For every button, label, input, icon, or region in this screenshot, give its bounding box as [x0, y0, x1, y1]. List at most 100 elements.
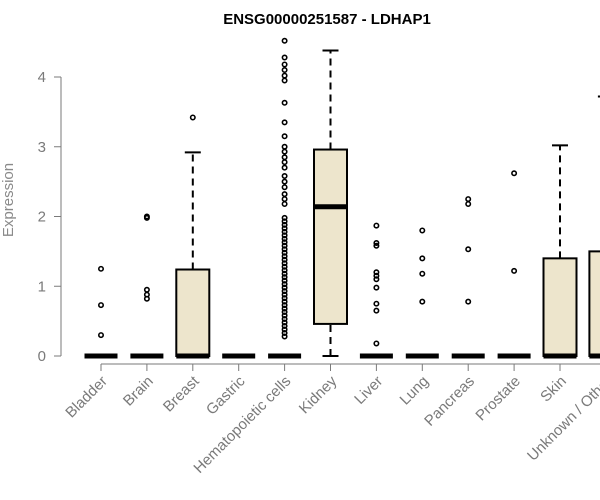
- outlier-point: [281, 133, 288, 140]
- x-tick-label: Bladder: [62, 373, 111, 422]
- x-tick-label: Lung: [397, 373, 433, 409]
- outlier-point: [373, 240, 380, 247]
- outlier-point: [281, 221, 288, 228]
- outlier-point: [281, 54, 288, 61]
- y-axis-title: Expression: [0, 163, 17, 237]
- box-bladder: [84, 265, 118, 359]
- outlier-point: [281, 218, 288, 225]
- outlier-point: [281, 256, 288, 263]
- outlier-point: [373, 340, 380, 347]
- outlier-point: [281, 274, 288, 281]
- outlier-point: [281, 67, 288, 74]
- y-tick-label: 4: [38, 69, 46, 86]
- x-tick-label: Skin: [537, 373, 570, 406]
- outlier-point: [281, 119, 288, 126]
- outlier-point: [511, 170, 518, 177]
- outlier-point: [281, 288, 288, 295]
- outlier-point: [419, 270, 426, 277]
- outlier-point: [465, 196, 472, 203]
- outlier-point: [281, 270, 288, 277]
- y-axis: 0 1 2 3 4: [38, 69, 62, 365]
- outlier-point: [281, 329, 288, 336]
- outlier-point: [465, 298, 472, 305]
- x-tick-label: Pancreas: [421, 373, 478, 430]
- outlier-point: [281, 178, 288, 185]
- x-tick-label: Brain: [120, 373, 157, 410]
- box-lung: [405, 227, 439, 359]
- outlier-point: [281, 242, 288, 249]
- outlier-point: [281, 281, 288, 288]
- outlier-point: [373, 269, 380, 276]
- outlier-point: [511, 267, 518, 274]
- outlier-point: [281, 253, 288, 260]
- y-tick-label: 0: [38, 348, 46, 365]
- outlier-point: [281, 312, 288, 319]
- outlier-point: [281, 295, 288, 302]
- outlier-point: [281, 200, 288, 207]
- outlier-point: [143, 213, 150, 220]
- outlier-point: [373, 284, 380, 291]
- outlier-point: [373, 276, 380, 283]
- outlier-point: [281, 246, 288, 253]
- outlier-point: [281, 305, 288, 312]
- boxes: [84, 37, 600, 359]
- outlier-point: [281, 77, 288, 84]
- x-tick-label: Prostate: [472, 373, 524, 425]
- outlier-point: [281, 61, 288, 68]
- x-tick-label: Liver: [351, 373, 386, 408]
- box-liver: [359, 222, 393, 359]
- outlier-point: [189, 114, 196, 121]
- box-body: [175, 268, 211, 358]
- outlier-point: [281, 159, 288, 166]
- box-hematopoietic-cells: [268, 37, 302, 359]
- outlier-point: [281, 291, 288, 298]
- y-tick-label: 3: [38, 139, 46, 156]
- outlier-point: [281, 72, 288, 79]
- outlier-point: [281, 284, 288, 291]
- box-pancreas: [451, 196, 485, 359]
- box-breast: [175, 114, 211, 359]
- outlier-point: [281, 239, 288, 246]
- outlier-point: [373, 307, 380, 314]
- outlier-point: [281, 173, 288, 180]
- outlier-point: [281, 323, 288, 330]
- outlier-point: [419, 227, 426, 234]
- outlier-point: [465, 200, 472, 207]
- outlier-point: [281, 148, 288, 155]
- outlier-point: [373, 272, 380, 279]
- outlier-point: [281, 184, 288, 191]
- outlier-point: [281, 316, 288, 323]
- outlier-point: [281, 214, 288, 221]
- outlier-point: [281, 249, 288, 256]
- outlier-point: [281, 326, 288, 333]
- chart-title: ENSG00000251587 - LDHAP1: [223, 11, 431, 28]
- outlier-point: [281, 302, 288, 309]
- outlier-point: [373, 242, 380, 249]
- outlier-point: [419, 298, 426, 305]
- outlier-point: [281, 154, 288, 161]
- box-body: [313, 148, 348, 325]
- outlier-point: [281, 267, 288, 274]
- outlier-point: [98, 302, 105, 309]
- outlier-point: [419, 255, 426, 262]
- outlier-point: [98, 332, 105, 339]
- box-brain: [130, 213, 164, 359]
- x-tick-label: Gastric: [203, 372, 249, 418]
- outlier-point: [281, 232, 288, 239]
- box-body: [542, 257, 578, 358]
- outlier-point: [281, 196, 288, 203]
- outlier-point: [281, 277, 288, 284]
- outlier-point: [373, 300, 380, 307]
- y-tick-label: 1: [38, 278, 46, 295]
- outlier-point: [281, 333, 288, 340]
- outlier-point: [281, 37, 288, 44]
- box-unknown-other: [588, 95, 600, 359]
- x-tick-label: Kidney: [296, 372, 341, 417]
- outlier-point: [98, 265, 105, 272]
- outlier-point: [281, 99, 288, 106]
- outlier-point: [281, 143, 288, 150]
- outlier-point: [281, 228, 288, 235]
- outlier-point: [281, 298, 288, 305]
